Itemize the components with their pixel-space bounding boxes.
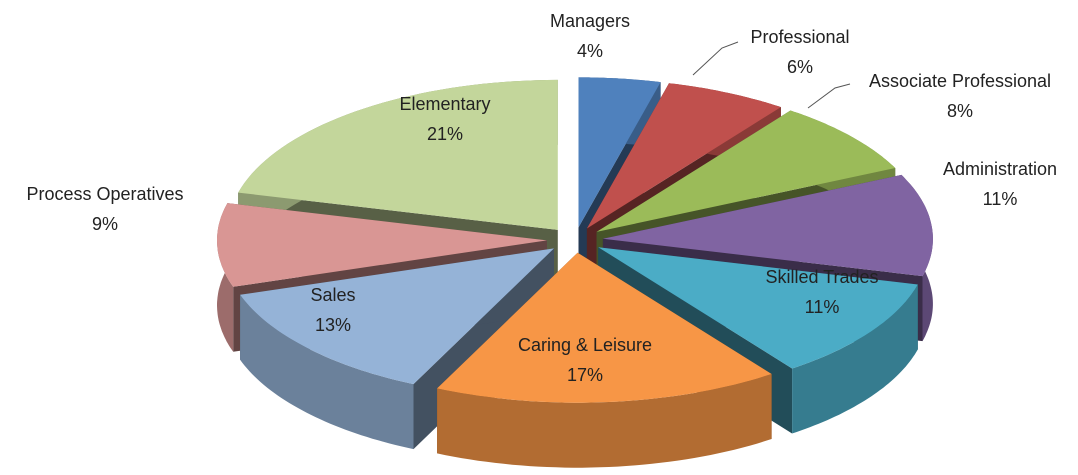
slice-value-label: 4% (577, 41, 603, 61)
slice-value-label: 13% (315, 315, 351, 335)
slice-value-label: 9% (92, 214, 118, 234)
leader-line (692, 41, 739, 76)
slice-label: Sales (310, 285, 355, 305)
slice-label: Skilled Trades (765, 267, 878, 287)
slice-wall (240, 294, 414, 450)
slice-wall (437, 374, 772, 468)
slice-top (240, 248, 554, 385)
pie-slice (437, 252, 772, 468)
slice-label: Elementary (399, 94, 490, 114)
leader-line (807, 83, 851, 109)
slice-top (437, 252, 772, 403)
slice-wall (792, 284, 918, 434)
slice-value-label: 8% (947, 101, 973, 121)
slice-top (578, 77, 661, 228)
slice-value-label: 11% (983, 189, 1018, 209)
slice-label: Professional (750, 27, 849, 47)
slice-label: Managers (550, 11, 630, 31)
slice-top (598, 247, 918, 369)
slice-top (602, 174, 933, 277)
slice-top (238, 79, 558, 230)
slice-value-label: 11% (805, 297, 840, 317)
slice-top (586, 83, 781, 229)
slice-value-label: 17% (567, 365, 603, 385)
slice-label: Process Operatives (26, 184, 183, 204)
slice-label: Caring & Leisure (518, 335, 652, 355)
slice-value-label: 21% (427, 124, 463, 144)
slice-label: Associate Professional (869, 71, 1051, 91)
slice-top (596, 110, 896, 232)
slice-top (217, 203, 547, 287)
slice-label: Administration (943, 159, 1057, 179)
slice-value-label: 6% (787, 57, 813, 77)
